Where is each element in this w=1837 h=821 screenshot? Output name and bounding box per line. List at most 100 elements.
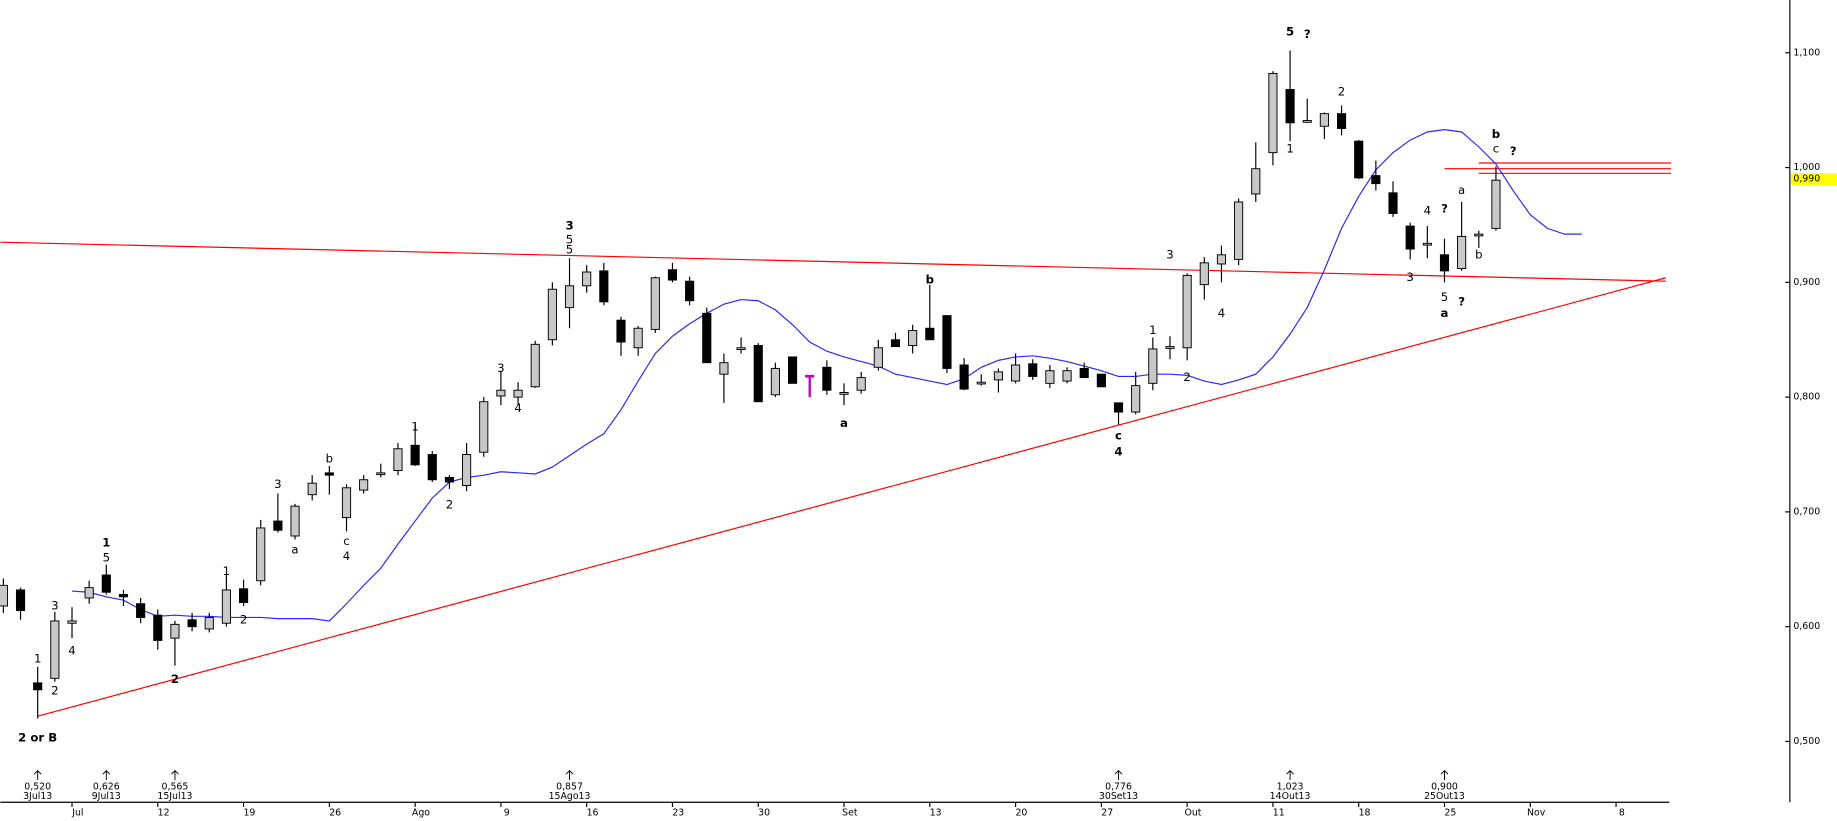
candle-body bbox=[238, 588, 249, 604]
candle-body bbox=[1234, 201, 1244, 260]
candle-body bbox=[462, 454, 472, 486]
wave-label: 5 bbox=[1286, 25, 1294, 39]
candle-body bbox=[1285, 89, 1295, 124]
wave-label: 2 bbox=[171, 672, 179, 686]
pivot-price: 0,776 bbox=[1105, 782, 1132, 793]
wave-label: 4 bbox=[343, 549, 350, 563]
candle-body bbox=[204, 617, 214, 630]
candle-body bbox=[1045, 370, 1055, 384]
wave-label: 3 bbox=[51, 598, 58, 612]
candle-body bbox=[890, 339, 901, 348]
x-tick-label: 8 bbox=[1619, 807, 1625, 818]
pivot-date: 15Jul13 bbox=[157, 791, 192, 802]
candle-body bbox=[1302, 120, 1312, 123]
candle-body bbox=[736, 347, 746, 350]
wave-label: 4 bbox=[68, 643, 75, 657]
wave-label: 3 bbox=[565, 219, 573, 233]
candle-body bbox=[770, 367, 780, 396]
x-tick-label: 25 bbox=[1444, 807, 1456, 818]
wave-label: 4 bbox=[1424, 204, 1431, 218]
candle-body bbox=[341, 487, 352, 519]
candle-body bbox=[1182, 274, 1192, 349]
candle-body bbox=[822, 366, 832, 391]
candle-body bbox=[1148, 348, 1158, 384]
x-tick-label: Set bbox=[842, 807, 858, 818]
candle-body bbox=[1131, 385, 1141, 413]
wave-label: 3 bbox=[1166, 247, 1173, 261]
candle-body bbox=[1371, 175, 1381, 185]
pivot-date: 15Ago13 bbox=[549, 791, 591, 802]
candle-body bbox=[1422, 242, 1432, 246]
wave-label: ? bbox=[1458, 294, 1465, 308]
candle-body bbox=[1079, 367, 1089, 379]
candle-body bbox=[856, 377, 866, 391]
y-tick-label: 1,100 bbox=[1793, 47, 1820, 58]
pivot-arrow bbox=[565, 769, 574, 781]
wave-label: b bbox=[1492, 127, 1500, 141]
pivot-price: 0,857 bbox=[556, 782, 583, 793]
pivot-date: 3Jul13 bbox=[23, 791, 52, 802]
x-tick-label: 23 bbox=[672, 807, 684, 818]
candle-body bbox=[1251, 168, 1261, 195]
pivot-price: 0,520 bbox=[24, 782, 51, 793]
candle-body bbox=[273, 520, 283, 531]
wave-label: 4 bbox=[1218, 306, 1225, 320]
wave-label: 2 bbox=[446, 497, 453, 511]
candle-body bbox=[221, 589, 231, 624]
candle-body bbox=[15, 589, 26, 612]
y-tick-label: 0,700 bbox=[1793, 506, 1820, 517]
candle-body bbox=[1388, 192, 1398, 214]
x-tick-label: Nov bbox=[1527, 807, 1546, 818]
candle-body bbox=[564, 285, 575, 309]
candle-body bbox=[153, 614, 163, 641]
pivot-date: 14Out13 bbox=[1270, 791, 1311, 802]
wave-label: 3 bbox=[274, 477, 281, 491]
candle-body bbox=[787, 356, 798, 384]
candle-body bbox=[582, 271, 592, 287]
candle-body bbox=[873, 347, 883, 368]
y-tick-label: 1,000 bbox=[1793, 162, 1820, 173]
x-tick-label: 19 bbox=[243, 807, 255, 818]
candle-body bbox=[976, 381, 986, 385]
wave-label: 1 bbox=[34, 651, 41, 665]
candle-body bbox=[1096, 373, 1106, 388]
x-tick-label: 9 bbox=[504, 807, 510, 818]
candle-body bbox=[256, 527, 266, 582]
candle-body bbox=[616, 319, 626, 343]
wave-label: c bbox=[343, 534, 349, 548]
candle-body bbox=[959, 364, 969, 390]
wave-label: c bbox=[1493, 142, 1499, 156]
wave-label: a bbox=[840, 416, 848, 430]
candle-body bbox=[685, 280, 695, 302]
candle-body bbox=[84, 587, 94, 599]
x-tick-label: 16 bbox=[587, 807, 599, 818]
last-price-marker bbox=[1791, 173, 1837, 185]
wave-label: 5 bbox=[103, 550, 110, 564]
wave-label: b bbox=[926, 273, 934, 287]
candle-body bbox=[118, 594, 129, 598]
x-tick-label: Out bbox=[1185, 807, 1202, 818]
wave-label: a bbox=[1441, 306, 1449, 320]
candle-body bbox=[1268, 72, 1278, 154]
y-tick-label: 0,900 bbox=[1793, 277, 1820, 288]
wave-label: ? bbox=[1441, 201, 1448, 215]
y-tick-label: 0,500 bbox=[1793, 736, 1820, 747]
wave-label: 3 bbox=[497, 361, 504, 375]
candle-body bbox=[1028, 363, 1038, 377]
candle-body bbox=[839, 392, 849, 395]
wave-label: a bbox=[291, 542, 298, 556]
x-tick-label: 30 bbox=[758, 807, 770, 818]
candle-body bbox=[1011, 364, 1021, 382]
candle-body bbox=[0, 584, 8, 607]
moving-average bbox=[71, 129, 1582, 622]
candle-body bbox=[359, 479, 369, 491]
candle-body bbox=[1336, 113, 1347, 130]
candle-body bbox=[1199, 262, 1209, 286]
wave-label: 1 bbox=[223, 564, 230, 578]
candle-body bbox=[1354, 140, 1364, 179]
wave-label: ? bbox=[1510, 144, 1517, 158]
candle-body bbox=[805, 374, 815, 378]
wave-label: 1 bbox=[102, 535, 110, 549]
wave-label: 2 bbox=[1183, 370, 1190, 384]
